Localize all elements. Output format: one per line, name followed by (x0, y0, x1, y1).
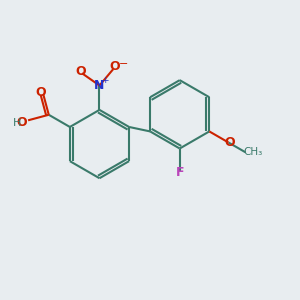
Text: O: O (110, 60, 120, 73)
Text: O: O (16, 116, 27, 129)
Text: H: H (13, 118, 21, 128)
Text: −: − (118, 59, 128, 69)
Text: CH₃: CH₃ (243, 147, 262, 157)
Text: O: O (75, 65, 86, 78)
Text: O: O (224, 136, 235, 149)
Text: O: O (35, 86, 46, 99)
Text: F: F (176, 166, 184, 179)
Text: +: + (101, 76, 109, 85)
Text: N: N (94, 79, 105, 92)
